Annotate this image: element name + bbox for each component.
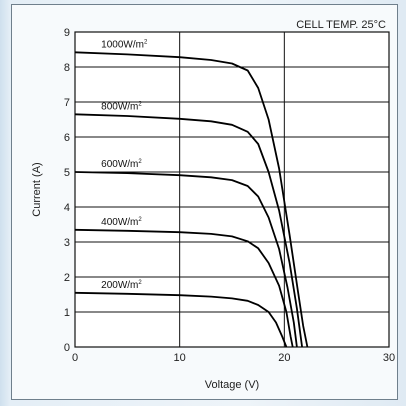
x-tick-label: 10 <box>174 352 186 364</box>
y-tick-label: 3 <box>64 237 70 249</box>
series-curve <box>74 171 298 348</box>
series-label-text: 1000W/m <box>101 39 144 50</box>
series-label-text: 600W/m <box>101 159 138 170</box>
chart-frame: 0 1 2 3 4 5 6 7 8 9 0 10 20 30 Voltage (V) Current (A) C… <box>11 4 398 400</box>
plot-border <box>74 31 390 348</box>
cell-temperature-annotation: CELL TEMP. 25°C <box>296 19 386 31</box>
series-curve <box>74 51 309 348</box>
series-curve <box>74 113 303 348</box>
series-label-text: 400W/m <box>101 217 138 228</box>
x-tick-label: 0 <box>72 352 78 364</box>
series-label: 200W/m2 <box>101 280 142 291</box>
series-label: 600W/m2 <box>101 159 142 170</box>
x-tick-label: 20 <box>278 352 290 364</box>
iv-curve-chart: 0 1 2 3 4 5 6 7 8 9 0 10 20 30 Voltage (V) Current (A) C… <box>31 19 395 391</box>
series-label: 400W/m2 <box>101 217 142 228</box>
y-axis-title: Current (A) <box>31 162 43 216</box>
series-label-exponent: 2 <box>138 159 142 165</box>
y-tick-label: 8 <box>64 62 70 74</box>
y-tick-label: 6 <box>64 132 70 144</box>
series-label-exponent: 2 <box>138 217 142 223</box>
y-tick-label: 0 <box>64 342 70 354</box>
y-tick-label: 4 <box>64 202 70 214</box>
series-curve <box>74 291 288 348</box>
y-tick-label: 9 <box>64 27 70 39</box>
series-label-text: 200W/m <box>101 280 138 291</box>
x-axis-title: Voltage (V) <box>205 379 259 391</box>
y-tick-label: 7 <box>64 97 70 109</box>
series-label-text: 800W/m <box>101 101 138 112</box>
series-label-exponent: 2 <box>138 101 142 107</box>
y-tick-label: 2 <box>64 272 70 284</box>
series-label: 1000W/m2 <box>101 39 148 50</box>
series-label-exponent: 2 <box>144 39 148 45</box>
series-curve <box>74 228 294 348</box>
x-tick-label: 30 <box>383 352 395 364</box>
series-label-exponent: 2 <box>138 280 142 286</box>
y-tick-label: 1 <box>64 307 70 319</box>
series-label: 800W/m2 <box>101 101 142 112</box>
plot-background <box>75 32 389 347</box>
y-tick-label: 5 <box>64 167 70 179</box>
